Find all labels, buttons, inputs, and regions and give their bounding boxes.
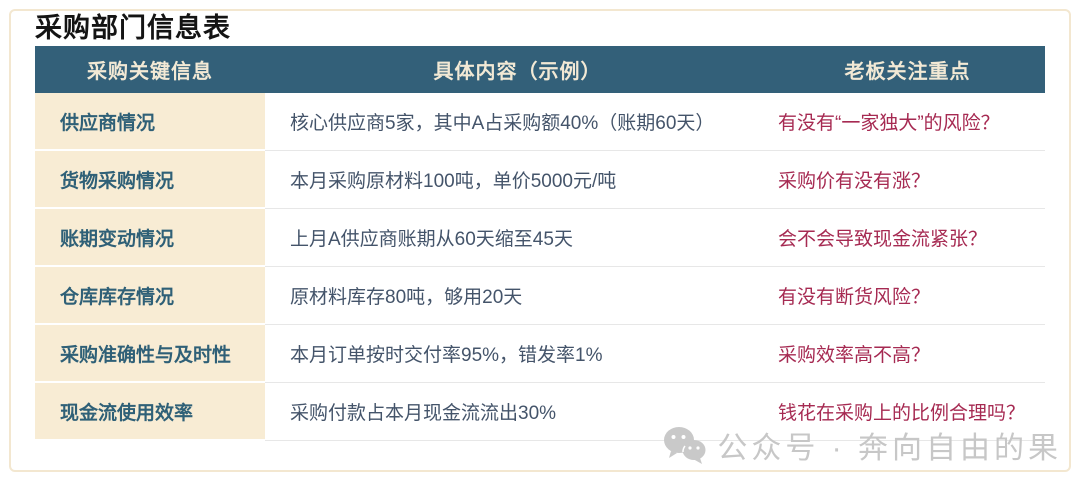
procurement-info-table: 采购关键信息 具体内容（示例） 老板关注重点 供应商情况 核心供应商5家，其中A占… [35, 46, 1045, 441]
row-key-cell: 现金流使用效率 [35, 383, 265, 441]
column-header-focus: 老板关注重点 [844, 61, 971, 83]
row-content-cell: 本月采购原材料100吨，单价5000元/吨 [265, 151, 770, 209]
row-content-cell: 本月订单按时交付率95%，错发率1% [265, 325, 770, 383]
row-focus-cell: 采购效率高不高？ [770, 325, 1045, 383]
table-header-row: 采购关键信息 具体内容（示例） 老板关注重点 [35, 46, 1045, 93]
table-row: 供应商情况 核心供应商5家，其中A占采购额40%（账期60天） 有没有“一家独大”的… [35, 93, 1045, 151]
row-focus-cell: 钱花在采购上的比例合理吗？ [770, 383, 1045, 441]
row-content-cell: 采购付款占本月现金流流出30% [265, 383, 770, 441]
row-focus-cell: 会不会导致现金流紧张？ [770, 209, 1045, 267]
watermark-text: 公众号 · 奔向自由的果 [717, 432, 1062, 465]
column-header-key: 采购关键信息 [87, 61, 213, 83]
table-row: 货物采购情况 本月采购原材料100吨，单价5000元/吨 采购价有没有涨？ [35, 151, 1045, 209]
wechat-icon [661, 425, 707, 465]
row-focus-cell: 采购价有没有涨？ [770, 151, 1045, 209]
table-body: 供应商情况 核心供应商5家，其中A占采购额40%（账期60天） 有没有“一家独大”的… [35, 93, 1045, 441]
row-focus-cell: 有没有断货风险？ [770, 267, 1045, 325]
row-focus-cell: 有没有“一家独大”的风险？ [770, 93, 1045, 151]
row-key-cell: 账期变动情况 [35, 209, 265, 267]
table-row: 仓库库存情况 原材料库存80吨，够用20天 有没有断货风险？ [35, 267, 1045, 325]
table-row: 现金流使用效率 采购付款占本月现金流流出30% 钱花在采购上的比例合理吗？ [35, 383, 1045, 441]
watermark: 公众号 · 奔向自由的果 [661, 423, 1062, 467]
column-header-content: 具体内容（示例） [433, 61, 602, 83]
table-row: 采购准确性与及时性 本月订单按时交付率95%，错发率1% 采购效率高不高？ [35, 325, 1045, 383]
row-key-cell: 货物采购情况 [35, 151, 265, 209]
row-key-cell: 仓库库存情况 [35, 267, 265, 325]
page-title: 采购部门信息表 [35, 13, 231, 43]
row-content-cell: 原材料库存80吨，够用20天 [265, 267, 770, 325]
row-content-cell: 上月A供应商账期从60天缩至45天 [265, 209, 770, 267]
row-key-cell: 采购准确性与及时性 [35, 325, 265, 383]
row-content-cell: 核心供应商5家，其中A占采购额40%（账期60天） [265, 93, 770, 151]
row-key-cell: 供应商情况 [35, 93, 265, 151]
table-row: 账期变动情况 上月A供应商账期从60天缩至45天 会不会导致现金流紧张？ [35, 209, 1045, 267]
